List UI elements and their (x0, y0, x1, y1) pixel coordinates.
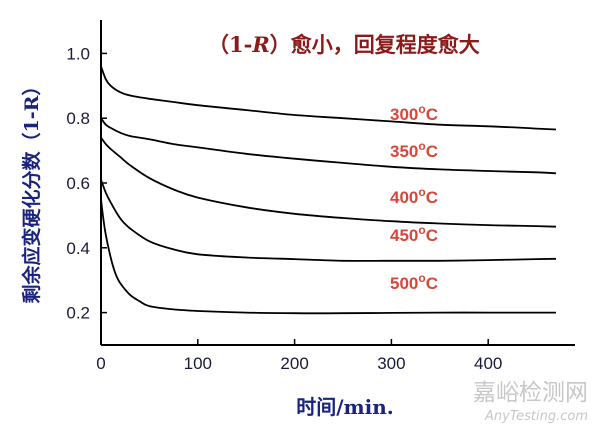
series-label-3: 450oC (390, 223, 438, 245)
y-tick-label: 1.0 (66, 44, 90, 63)
series-label-1: 350oC (390, 139, 438, 161)
y-axis-title: 剩余应变硬化分数（1-R） (20, 77, 43, 304)
series-label-2: 400oC (390, 185, 438, 207)
y-tick-label: 0.4 (66, 239, 90, 258)
y-tick-label: 0.2 (66, 304, 90, 323)
axes (100, 20, 575, 346)
series-label-4: 500oC (390, 271, 438, 293)
x-tick-label: 100 (184, 354, 212, 373)
ticks: 0 100 200 300 400 0.2 0.4 0.6 0.8 1.0 (66, 44, 502, 373)
watermark: 嘉峪检测网 AnyTesting.com (473, 380, 588, 424)
x-tick-label: 0 (96, 354, 105, 373)
annotation-text: （1-R）愈小，回复程度愈大 (208, 32, 480, 57)
series-line-3 (100, 179, 557, 262)
watermark-cn: 嘉峪检测网 (473, 380, 588, 406)
series-line-2 (100, 137, 557, 228)
series-line-1 (100, 117, 557, 175)
series-line-0 (100, 66, 557, 131)
x-tick-label: 400 (474, 354, 502, 373)
series-label-0: 300oC (390, 102, 438, 124)
x-tick-label: 200 (280, 354, 308, 373)
curves (100, 66, 557, 315)
x-axis-title: 时间/min. (296, 395, 394, 419)
series-labels: 300oC 350oC 400oC 450oC 500oC (390, 102, 438, 293)
x-tick-label: 300 (377, 354, 405, 373)
y-tick-label: 0.6 (66, 174, 90, 193)
y-tick-label: 0.8 (66, 109, 90, 128)
watermark-en: AnyTesting.com (484, 409, 588, 424)
series-line-4 (100, 199, 556, 315)
